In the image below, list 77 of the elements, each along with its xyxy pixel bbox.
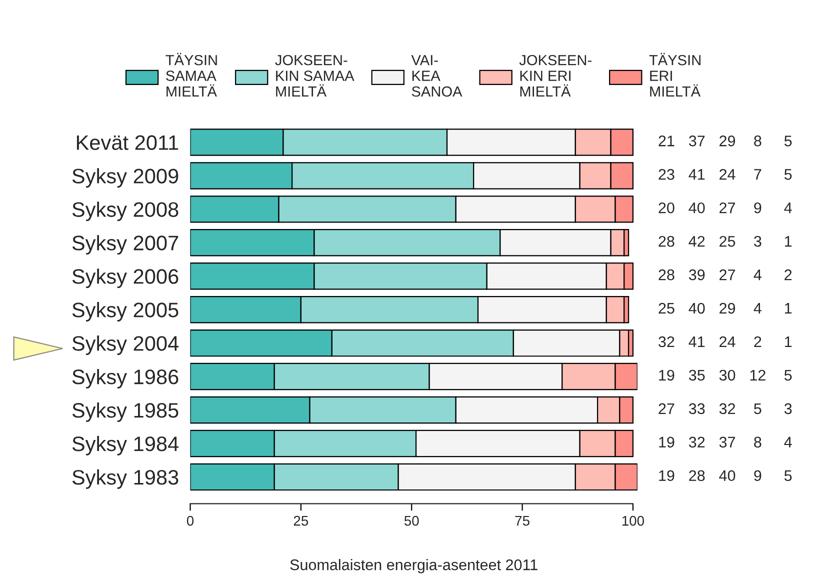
data-label: 28	[658, 236, 674, 247]
y-tick-label: Syksy 2004	[72, 336, 179, 355]
data-label: 28	[658, 269, 674, 280]
data-label: 32	[719, 403, 735, 414]
data-label: 19	[659, 436, 674, 448]
data-label: 27	[658, 403, 674, 414]
data-label: 40	[719, 470, 736, 482]
data-label: 1	[785, 303, 792, 314]
y-tick-label: Syksy 2008	[72, 202, 178, 222]
data-label: 32	[658, 336, 674, 348]
x-tick-label: 100	[622, 516, 644, 526]
data-label: 40	[688, 202, 705, 214]
data-label: 24	[720, 169, 736, 180]
legend-label: JOKSEEN- KIN ERI MIELTÄ	[519, 54, 592, 97]
data-label: 4	[784, 436, 792, 448]
data-label: 5	[784, 470, 792, 482]
data-label: 28	[689, 470, 705, 482]
data-label: 37	[719, 436, 735, 448]
y-tick-label: Kevät 2011	[76, 135, 178, 150]
data-label: 20	[658, 202, 674, 214]
data-label: 39	[688, 269, 705, 280]
data-label: 27	[720, 269, 735, 280]
data-label: 5	[784, 136, 792, 146]
data-label: 2	[754, 336, 762, 348]
data-label: 5	[754, 403, 762, 414]
data-label: 4	[784, 202, 792, 214]
data-label: 4	[754, 303, 762, 314]
data-label: 4	[754, 270, 762, 280]
legend-label: TÄYSIN ERI MIELTÄ	[649, 52, 701, 97]
y-tick-label: Syksy 2009	[72, 168, 178, 188]
x-tick-label: 25	[294, 516, 308, 526]
data-label: 3	[784, 403, 792, 414]
data-label: 7	[754, 169, 762, 180]
legend-label: JOKSEEN- KIN SAMAA MIELTÄ	[275, 54, 354, 97]
data-label: 8	[754, 436, 762, 448]
data-label: 32	[688, 436, 705, 448]
legend-label: TÄYSIN SAMAA MIELTÄ	[166, 52, 217, 97]
data-label: 5	[784, 370, 792, 381]
data-label: 29	[720, 302, 736, 314]
x-tick-label: 0	[186, 516, 194, 526]
y-tick-label: Syksy 2006	[72, 268, 178, 288]
data-label: 9	[754, 470, 762, 482]
data-label: 41	[688, 169, 705, 180]
data-label: 33	[688, 403, 705, 414]
x-tick-label: 75	[515, 516, 530, 526]
x-axis-title: Suomalaisten energia-asenteet 2011	[290, 559, 538, 574]
data-label: 30	[719, 370, 736, 381]
data-label: 41	[688, 336, 705, 348]
data-label: 24	[720, 336, 736, 348]
data-label: 8	[754, 136, 762, 146]
data-label: 12	[750, 370, 766, 380]
y-tick-label: Syksy 1984	[72, 436, 179, 456]
data-label: 5	[784, 169, 792, 180]
data-label: 27	[720, 202, 735, 214]
data-label: 19	[659, 470, 674, 482]
data-label: 25	[658, 302, 674, 314]
legend-label: VAI- KEA SANOA	[411, 55, 462, 97]
data-label: 37	[688, 136, 705, 146]
data-label: 19	[659, 370, 674, 381]
data-label: 35	[688, 370, 705, 381]
data-label: 9	[754, 202, 762, 214]
data-label: 29	[720, 136, 736, 146]
data-label: 3	[754, 236, 762, 247]
y-tick-label: Syksy 2005	[72, 302, 178, 322]
data-label: 25	[720, 236, 736, 247]
data-label: 23	[658, 169, 674, 180]
y-tick-label: Syksy 2007	[72, 235, 178, 255]
x-tick-label: 50	[404, 516, 419, 526]
data-label: 40	[688, 302, 705, 314]
data-label: 2	[784, 269, 792, 280]
y-tick-label: Syksy 1986	[72, 368, 178, 388]
data-label: 1	[785, 336, 792, 348]
y-tick-label: Syksy 1983	[72, 469, 178, 489]
data-label: 1	[785, 236, 792, 247]
data-label: 42	[688, 236, 705, 247]
data-label: 21	[658, 136, 674, 146]
y-tick-label: Syksy 1985	[72, 402, 178, 422]
